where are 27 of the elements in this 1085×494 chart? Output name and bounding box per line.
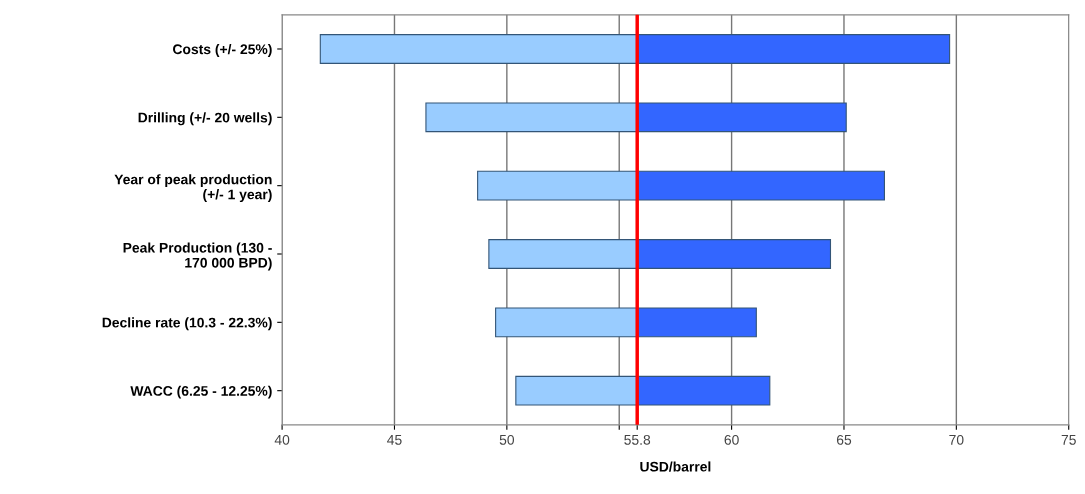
x-tick-label: 60 xyxy=(724,434,739,445)
y-tick-label: Drilling (+/- 20 wells) xyxy=(138,112,272,126)
bar xyxy=(515,375,638,406)
y-tick-label: Year of peak production (+/- 1 year) xyxy=(114,174,272,203)
x-tick-label: 55.8 xyxy=(624,434,651,445)
bar xyxy=(636,375,771,406)
bar xyxy=(636,102,847,133)
bar xyxy=(488,239,638,269)
bar xyxy=(636,170,885,201)
bar xyxy=(636,34,951,64)
bar xyxy=(636,307,757,338)
bar xyxy=(636,239,832,269)
x-tick-label: 65 xyxy=(836,434,852,445)
x-tick-label: 70 xyxy=(949,434,964,445)
y-tick-label: Costs (+/- 25%) xyxy=(173,43,272,57)
x-tick-label: 45 xyxy=(387,435,402,445)
x-tick-label: 40 xyxy=(274,434,290,445)
y-tick-label: Peak Production (130 - 170 000 BPD) xyxy=(123,242,272,271)
x-axis-title: USD/barrel xyxy=(640,461,711,472)
y-tick-label: Decline rate (10.3 - 22.3%) xyxy=(102,317,272,331)
bar xyxy=(495,307,638,338)
x-tick-label: 75 xyxy=(1061,435,1076,445)
bar xyxy=(319,34,638,64)
x-tick-label: 50 xyxy=(499,434,515,445)
bar xyxy=(477,170,638,201)
y-tick-label: WACC (6.25 - 12.25%) xyxy=(130,385,272,399)
bar xyxy=(425,102,638,133)
